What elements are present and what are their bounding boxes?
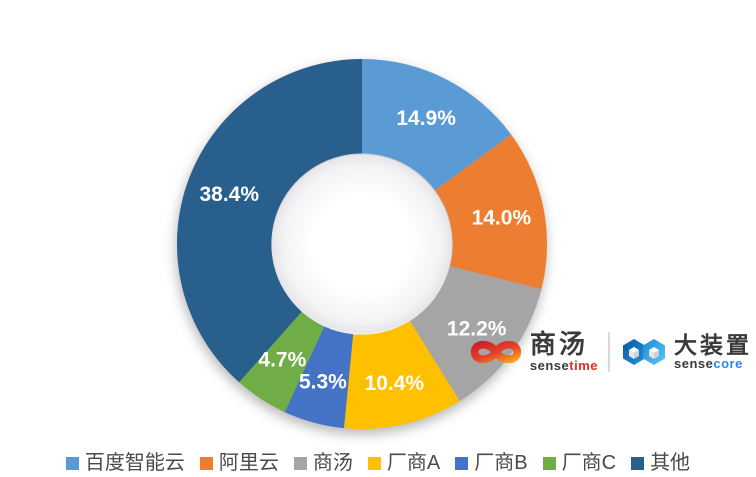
legend-item-1: 阿里云 (199, 452, 279, 474)
logo-divider (608, 332, 610, 372)
pie-slice-1 (435, 134, 547, 290)
legend-item-6: 其他 (631, 453, 690, 473)
legend-swatch-5 (542, 456, 556, 470)
pie-data-label-3: 10.4% (365, 372, 425, 395)
pie-slice-5 (239, 311, 325, 413)
legend-item-0: 百度智能云 (65, 452, 185, 474)
sensecore-hexagon-icon (623, 339, 665, 365)
sensecore-en-sense: sense (674, 355, 714, 371)
legend-swatch-2 (293, 456, 307, 470)
sensetime-logo: 商汤 sensetime (466, 329, 598, 373)
pie-slice-0 (362, 59, 512, 191)
legend-item-2: 商汤 (293, 452, 353, 474)
pie-data-label-6: 38.4% (199, 183, 259, 206)
sensecore-en-core: core (713, 355, 743, 371)
pie-data-label-4: 5.3% (299, 371, 347, 394)
legend-swatch-6 (631, 456, 645, 470)
donut-data-labels: 14.9% 14.0% 12.2% 10.4% 5.3%4.7% 38.4% (199, 107, 531, 395)
legend-label-3: 厂商A (386, 452, 441, 474)
sensetime-en-sense: sense (529, 357, 570, 373)
sensecore-cn-wordmark: 大装置 (674, 331, 752, 358)
legend-swatch-4 (455, 456, 469, 470)
sensetime-cn-wordmark: 商汤 (529, 329, 588, 360)
legend-label-0: 百度智能云 (84, 452, 185, 474)
donut-hole (272, 154, 452, 334)
sensecore-logo: 大装置 sensecore (620, 331, 752, 373)
legend-label-2: 商汤 (312, 452, 353, 474)
sensetime-infinity-icon (470, 340, 521, 364)
legend-item-5: 厂商C (542, 452, 617, 474)
pie-slice-2 (409, 266, 542, 402)
pie-data-label-5: 4.7% (258, 348, 306, 371)
pie-data-label-1: 14.0% (472, 206, 532, 229)
brand-logos: 商汤 sensetime (466, 329, 752, 373)
legend-label-4: 厂商B (474, 452, 528, 474)
pie-slice-4 (284, 326, 354, 429)
legend-swatch-1 (199, 456, 213, 470)
pie-data-label-2: 12.2% (447, 317, 507, 340)
legend-swatch-0 (65, 456, 79, 470)
pie-slice-3 (343, 320, 460, 430)
pie-slice-6 (176, 59, 362, 383)
donut-slices (176, 59, 547, 430)
legend-label-5: 厂商C (561, 452, 617, 474)
pie-data-label-0: 14.9% (396, 107, 456, 130)
chart-legend: 百度智能云 阿里云 商汤 厂商A 厂商B 厂商C 其他 (0, 453, 756, 473)
legend-item-3: 厂商A (367, 452, 441, 474)
legend-item-4: 厂商B (455, 452, 528, 474)
legend-label-1: 阿里云 (218, 452, 279, 474)
legend-swatch-3 (367, 456, 381, 470)
sensetime-en-time: time (569, 357, 598, 373)
legend-label-6: 其他 (650, 452, 691, 474)
